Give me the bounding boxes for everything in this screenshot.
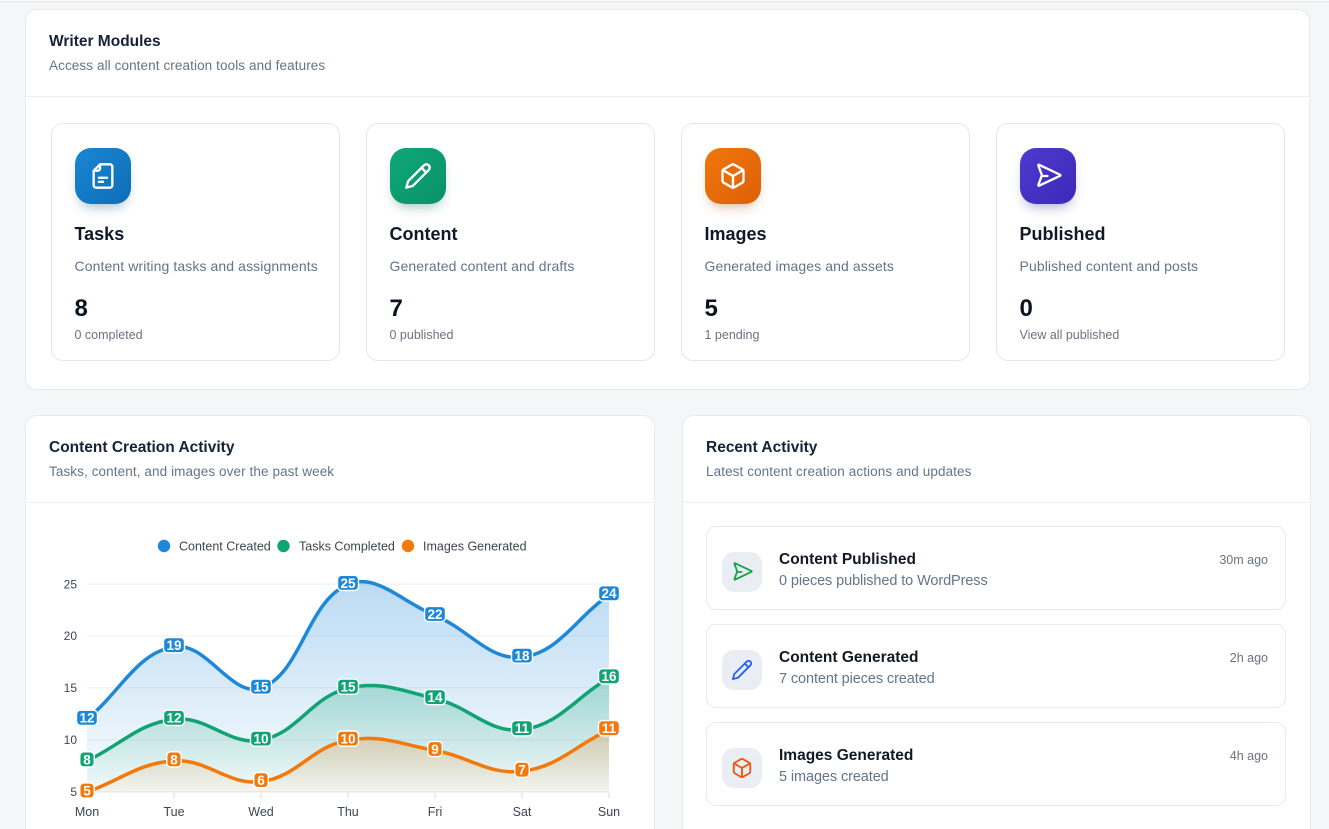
svg-text:7: 7 (518, 763, 526, 778)
svg-text:19: 19 (166, 638, 181, 653)
svg-text:15: 15 (253, 680, 269, 695)
svg-text:Content Created: Content Created (179, 540, 271, 554)
svg-text:10: 10 (340, 732, 355, 747)
svg-text:Mon: Mon (75, 805, 99, 819)
svg-text:11: 11 (515, 721, 530, 736)
svg-text:Images Generated: Images Generated (423, 540, 527, 554)
svg-text:8: 8 (170, 752, 178, 767)
svg-text:18: 18 (514, 649, 530, 664)
svg-text:Sat: Sat (513, 805, 532, 819)
svg-text:Wed: Wed (248, 805, 274, 819)
svg-text:8: 8 (83, 752, 91, 767)
svg-text:20: 20 (64, 629, 78, 643)
svg-text:Tue: Tue (163, 805, 184, 819)
svg-text:Sun: Sun (598, 805, 620, 819)
svg-text:12: 12 (166, 711, 181, 726)
svg-text:6: 6 (257, 773, 265, 788)
svg-text:22: 22 (427, 607, 442, 622)
svg-text:10: 10 (64, 733, 78, 747)
svg-text:Thu: Thu (337, 805, 359, 819)
svg-text:5: 5 (70, 785, 77, 799)
svg-text:15: 15 (64, 681, 78, 695)
svg-text:11: 11 (602, 721, 617, 736)
svg-text:Fri: Fri (428, 805, 443, 819)
svg-text:9: 9 (431, 742, 439, 757)
svg-text:5: 5 (83, 783, 91, 798)
svg-text:Tasks Completed: Tasks Completed (299, 540, 395, 554)
svg-text:15: 15 (340, 680, 356, 695)
svg-text:24: 24 (601, 586, 617, 601)
svg-text:16: 16 (601, 669, 617, 684)
svg-text:25: 25 (64, 577, 78, 591)
svg-text:14: 14 (427, 690, 443, 705)
svg-text:25: 25 (340, 576, 356, 591)
svg-text:10: 10 (253, 732, 268, 747)
svg-text:12: 12 (79, 711, 94, 726)
